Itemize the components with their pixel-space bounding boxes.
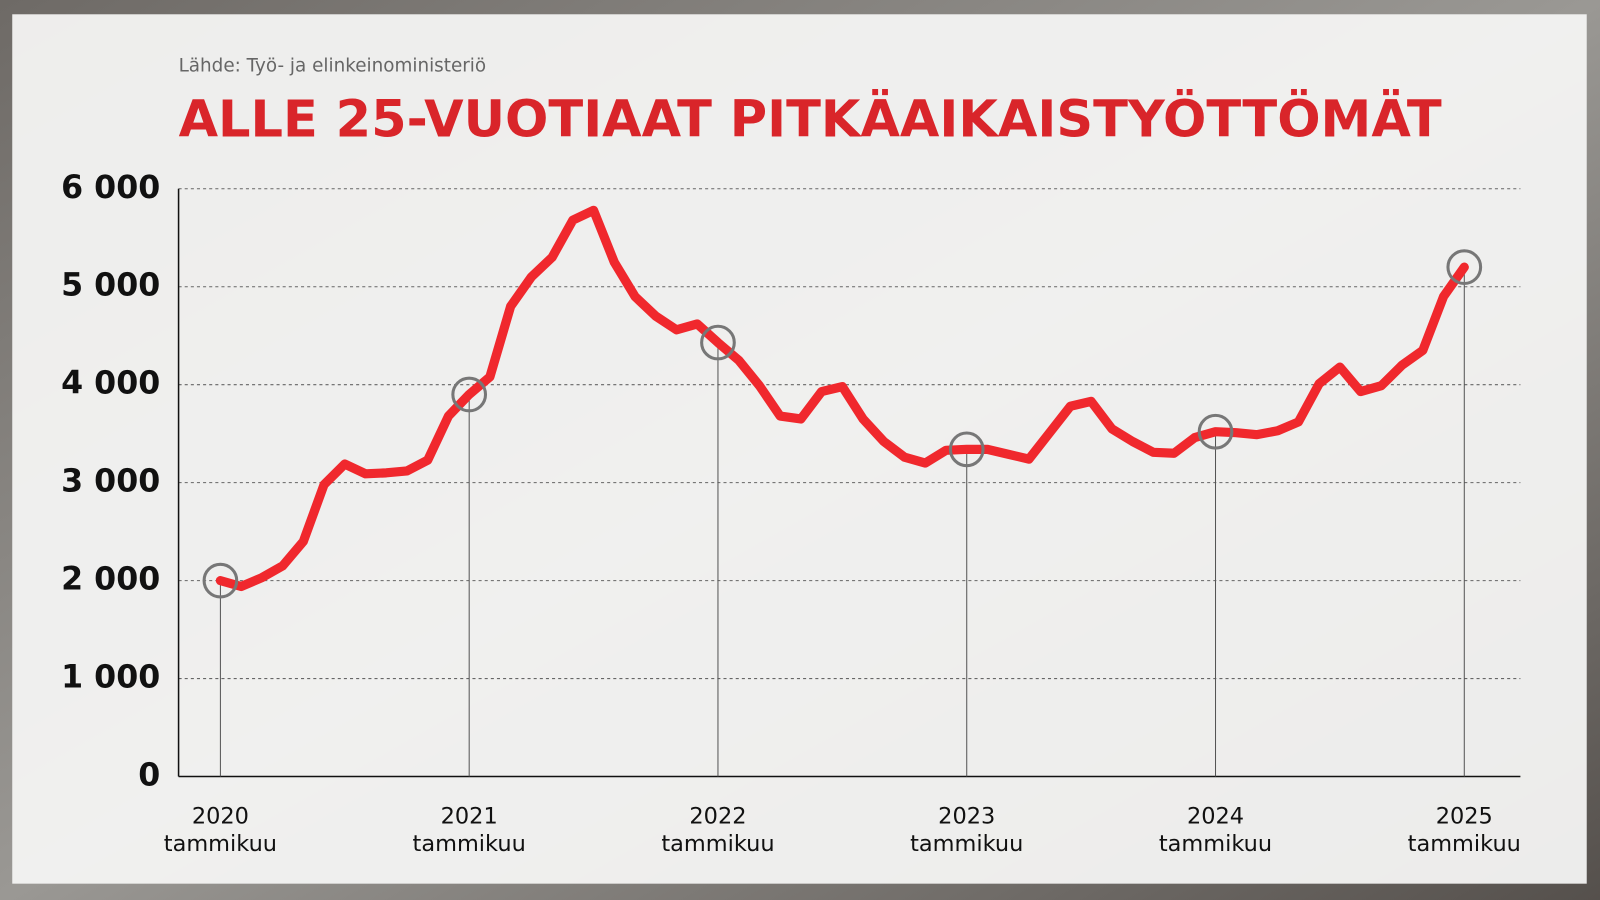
y-tick-label: 0 xyxy=(138,758,160,794)
x-tick-label: 2024 tammikuu xyxy=(1159,803,1272,857)
y-tick-label: 2 000 xyxy=(61,562,160,598)
highlight-marker xyxy=(202,562,239,599)
y-tick-label: 4 000 xyxy=(61,366,160,402)
data-line xyxy=(215,205,1469,592)
chart-title: ALLE 25-VUOTIAAT PITKÄAIKAISTYÖTTÖMÄT xyxy=(179,87,1442,149)
highlight-marker xyxy=(1446,249,1483,285)
highlight-marker xyxy=(1197,413,1234,450)
highlight-marker xyxy=(700,324,736,361)
highlight-marker xyxy=(948,431,985,468)
source: Lähde: Työ- ja elinkeinoministeriö xyxy=(179,55,487,76)
y-tick-label: 1 000 xyxy=(61,660,160,696)
y-tick-label: 3 000 xyxy=(61,464,160,500)
x-tick-label: 2023 tammikuu xyxy=(910,803,1023,857)
highlight-marker xyxy=(451,376,488,413)
y-tick-label: 6 000 xyxy=(61,170,160,206)
x-tick-label: 2021 tammikuu xyxy=(413,803,526,857)
x-tick-label: 2025 tammikuu xyxy=(1408,803,1521,857)
x-tick-label: 2020 tammikuu xyxy=(164,803,277,857)
x-tick-label: 2022 tammikuu xyxy=(661,803,774,857)
y-tick-label: 5 000 xyxy=(61,268,160,304)
panel xyxy=(12,14,1587,884)
